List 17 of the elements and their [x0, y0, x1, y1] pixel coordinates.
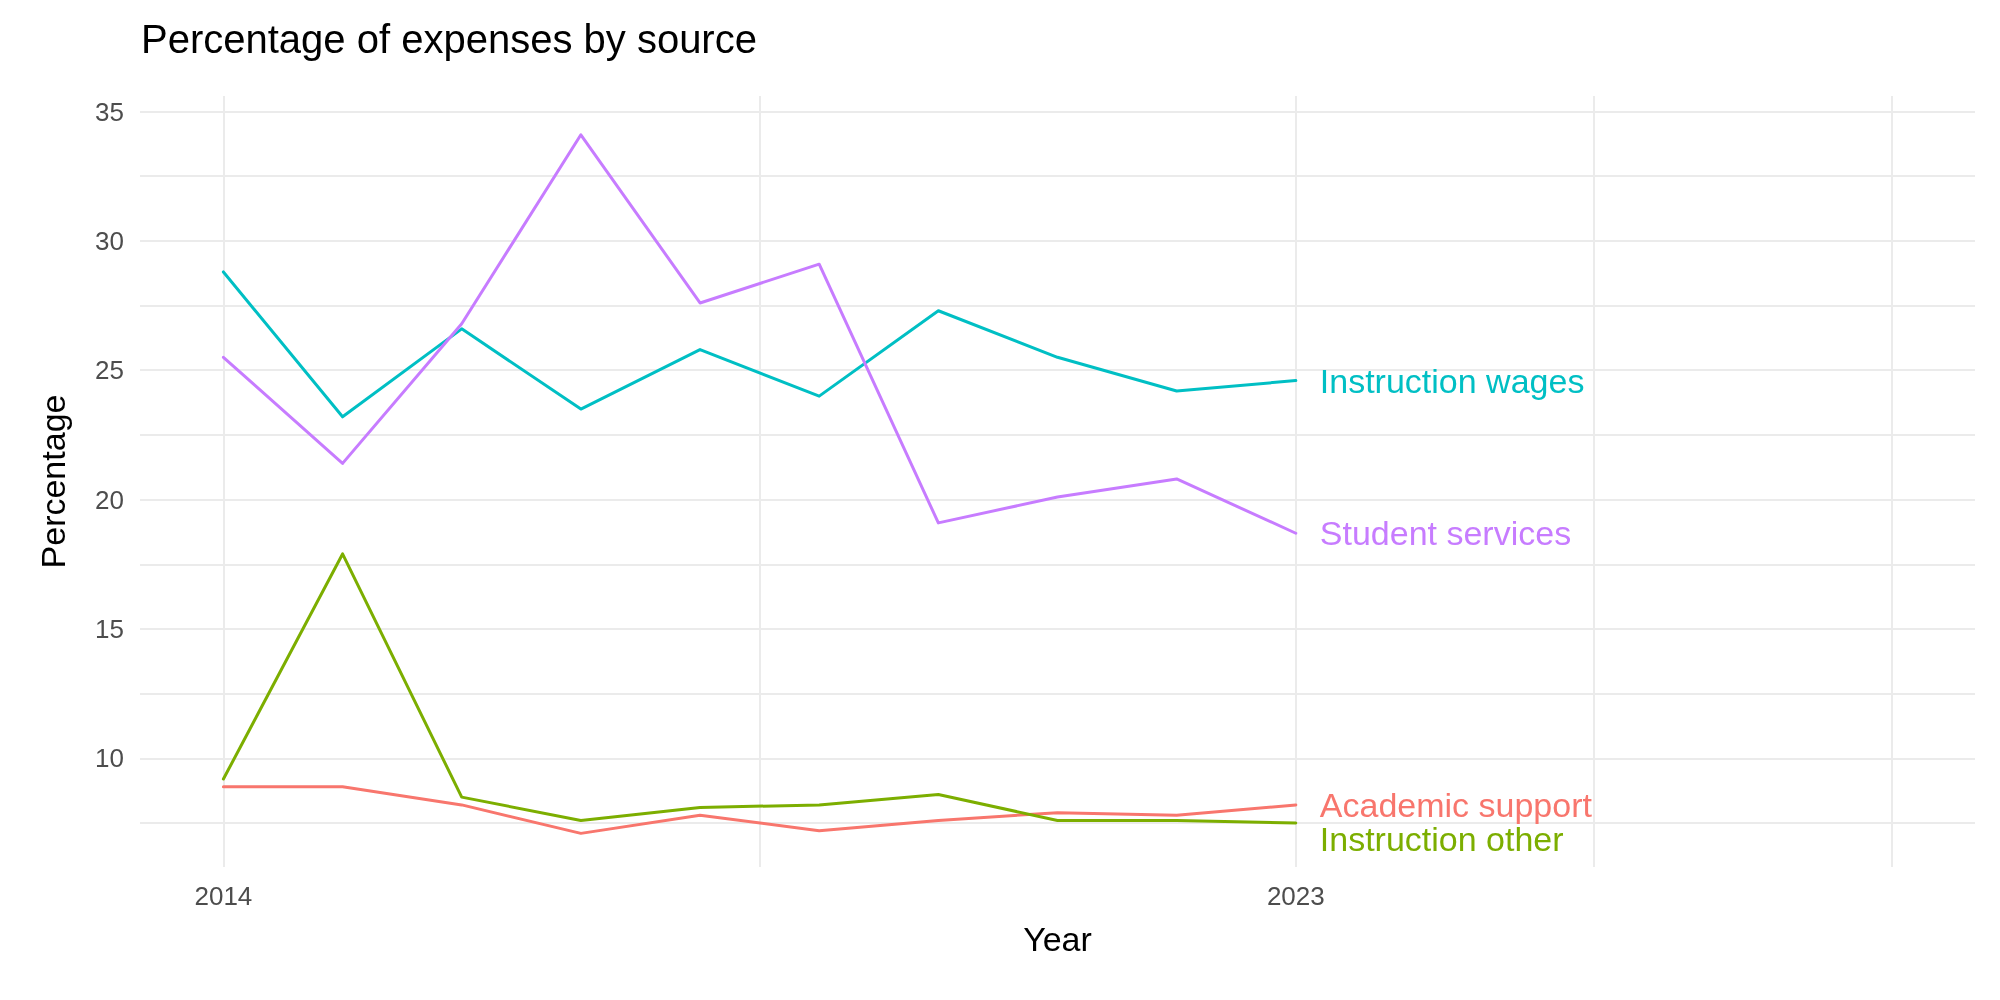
line-series [221, 133, 1298, 535]
chart-title: Percentage of expenses by source [141, 17, 757, 61]
x-axis-title: Year [1023, 920, 1092, 958]
x-tick-label: 2014 [194, 881, 253, 911]
y-tick-label: 15 [95, 613, 124, 644]
y-tick-label: 25 [95, 355, 124, 386]
line-series [221, 552, 1298, 825]
line-series [221, 785, 1298, 835]
series-label: Student services [1319, 514, 1572, 553]
y-tick-label: 20 [95, 484, 124, 515]
line-series [221, 270, 1298, 419]
x-tick-label: 2023 [1266, 881, 1325, 911]
y-tick-label: 10 [95, 743, 124, 774]
y-tick-label: 30 [95, 225, 124, 256]
y-axis-title: Percentage [34, 394, 72, 569]
series-label: Instruction wages [1319, 361, 1585, 400]
y-tick-label: 35 [95, 96, 124, 127]
